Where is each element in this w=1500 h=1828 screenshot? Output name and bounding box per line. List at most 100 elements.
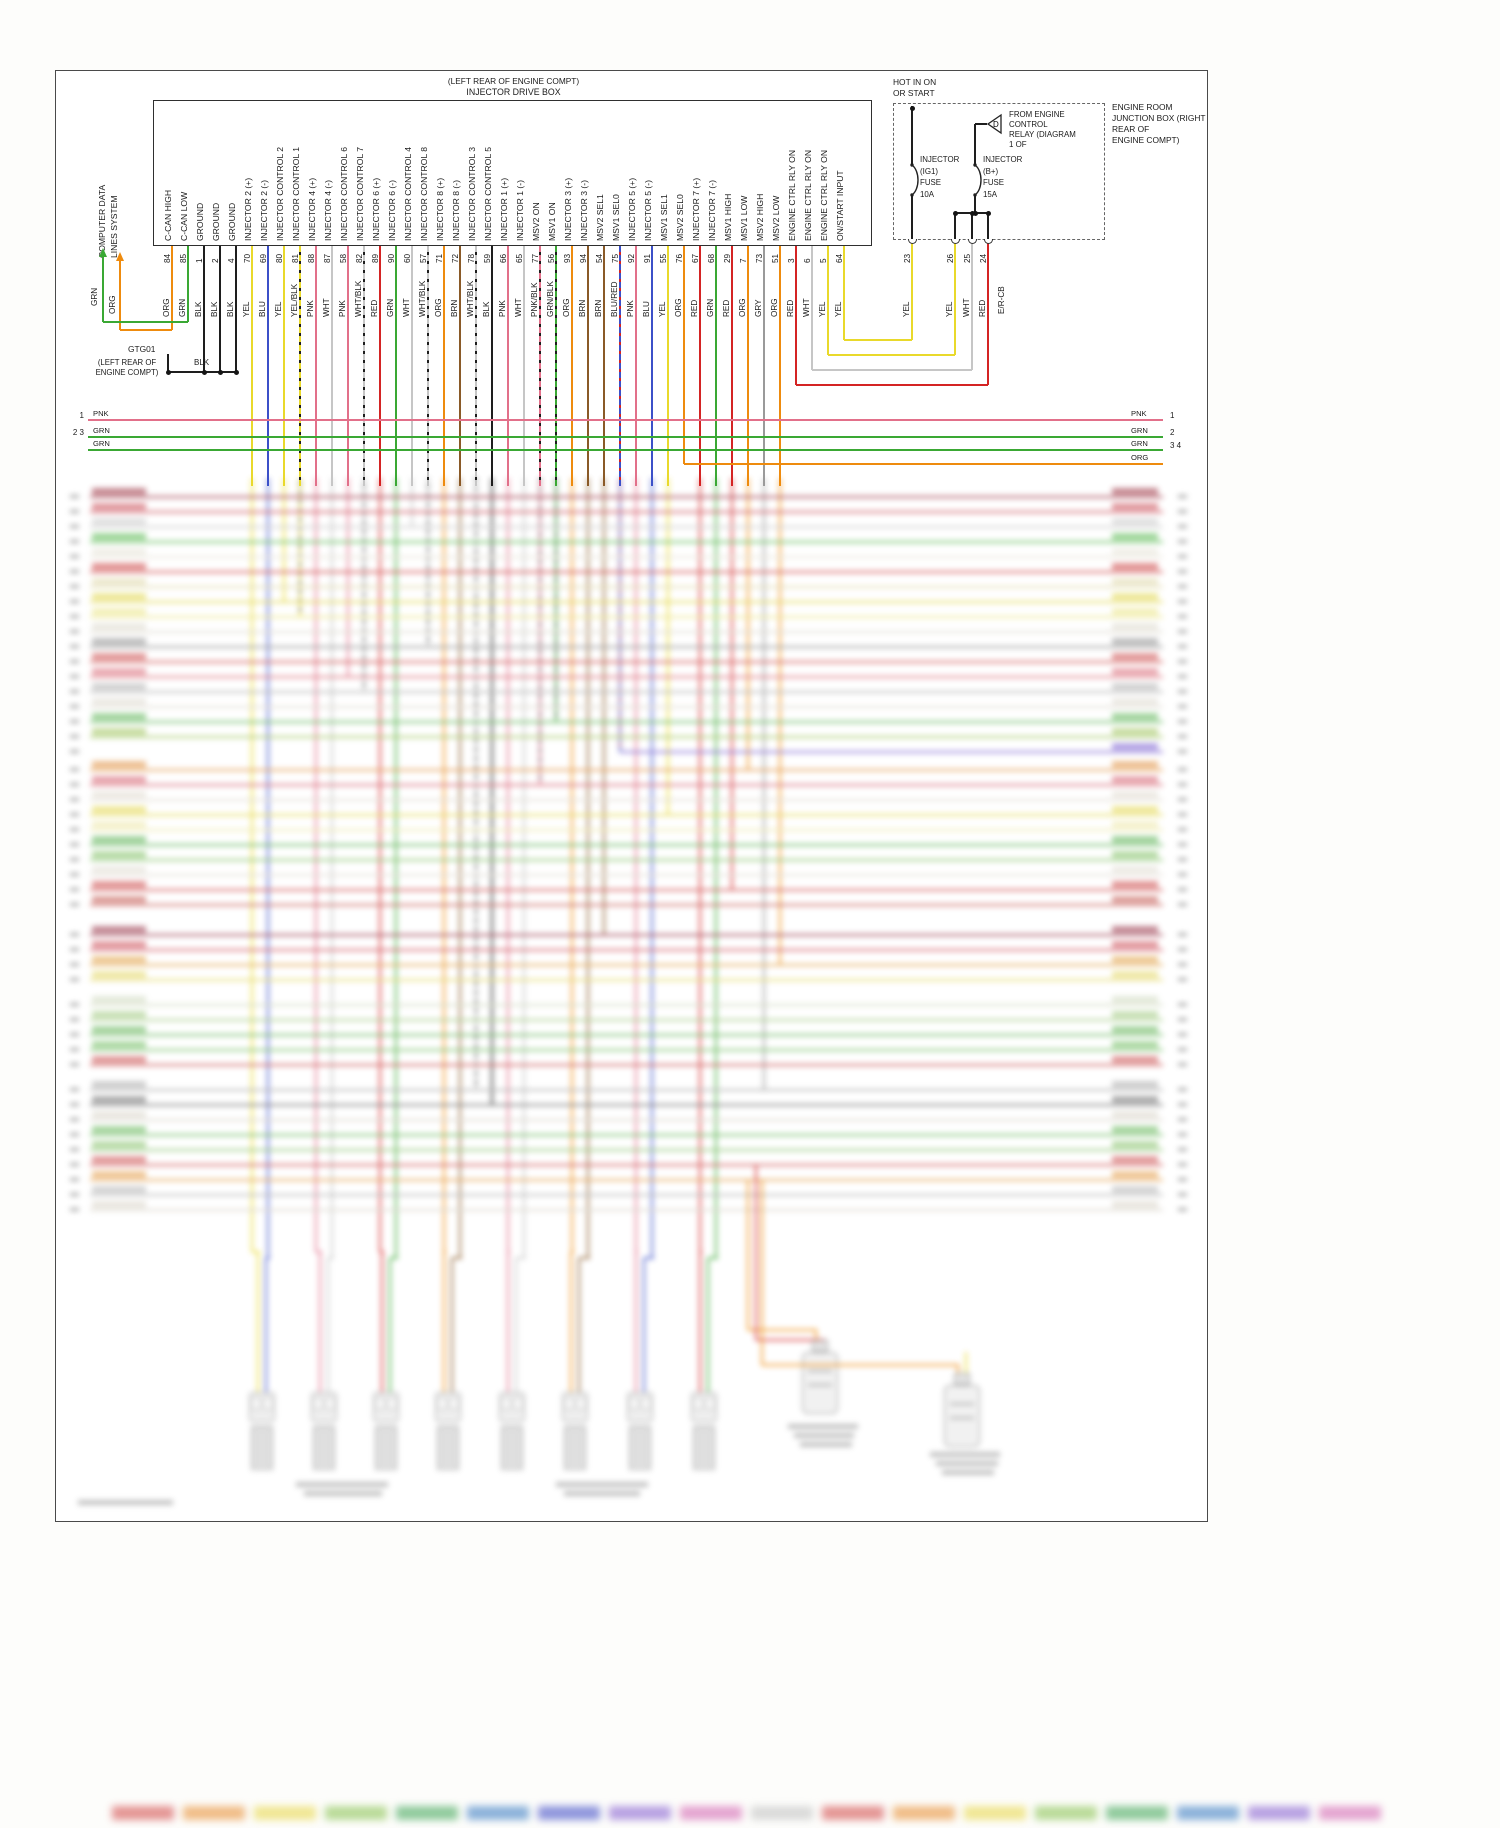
wire-horizontal xyxy=(708,1257,718,1259)
power-wire-color-label: YEL xyxy=(902,301,911,317)
wire-vertical xyxy=(974,195,976,213)
edge-tick xyxy=(70,1148,79,1151)
blurred-caption xyxy=(800,1442,852,1447)
blurred-wire xyxy=(90,1179,1163,1181)
wire-vertical xyxy=(965,1352,967,1373)
wire-vertical xyxy=(747,1180,749,1330)
color-strip-segment xyxy=(1319,1806,1381,1820)
blurred-wire xyxy=(90,511,1163,513)
edge-tick xyxy=(1178,813,1187,816)
power-pin-number: 26 xyxy=(946,253,955,263)
edge-tick xyxy=(1178,645,1187,648)
edge-tick xyxy=(70,750,79,753)
edge-tick xyxy=(70,1163,79,1166)
wire-vertical xyxy=(167,354,169,372)
color-strip-segment xyxy=(538,1806,600,1820)
edge-tick xyxy=(70,675,79,678)
injector-body xyxy=(501,1426,523,1470)
blurred-wire xyxy=(90,859,1163,861)
pin-wire xyxy=(555,478,557,722)
pin-function-label: INJECTOR 7 (+) xyxy=(691,177,701,241)
blurred-left-label xyxy=(92,761,146,768)
wire-vertical xyxy=(187,246,189,322)
blurred-left-label xyxy=(92,836,146,843)
blurred-right-label xyxy=(1112,533,1158,540)
edge-tick xyxy=(70,1178,79,1181)
blurred-left-label xyxy=(92,698,146,705)
drive-box-location-note: (LEFT REAR OF ENGINE COMPT) xyxy=(447,76,580,86)
wire-vertical xyxy=(954,240,956,355)
pin-wire xyxy=(443,246,445,486)
blurred-left-label xyxy=(92,713,146,720)
blurred-left-label xyxy=(92,1141,146,1148)
sensor-line xyxy=(950,1403,974,1405)
blurred-left-label xyxy=(92,1026,146,1033)
pin-wire xyxy=(619,246,621,486)
blurred-wire xyxy=(90,1134,1163,1136)
edge-tick xyxy=(1178,1088,1187,1091)
pin-wire xyxy=(283,246,285,486)
blurred-right-label xyxy=(1112,1081,1158,1088)
wire-vertical xyxy=(911,195,913,240)
wire-vertical xyxy=(971,240,973,370)
blurred-right-label xyxy=(1112,791,1158,798)
edge-tick xyxy=(1178,600,1187,603)
fuse-b-plus-label: INJECTOR (B+) FUSE 15A xyxy=(983,155,1023,199)
pin-function-label: C-CAN HIGH xyxy=(163,189,173,241)
edge-tick xyxy=(1178,1033,1187,1036)
pin-wire xyxy=(427,246,429,486)
blurred-right-label xyxy=(1112,563,1158,570)
pin-wire xyxy=(283,478,285,602)
edge-tick xyxy=(70,858,79,861)
blurred-right-label xyxy=(1112,698,1158,705)
blurred-wire xyxy=(620,751,1163,753)
edge-tick xyxy=(70,768,79,771)
wire-vertical xyxy=(119,261,121,330)
wire-vertical xyxy=(707,1258,709,1392)
bus-wire xyxy=(88,436,1163,438)
wire-horizontal xyxy=(120,329,172,331)
edge-tick xyxy=(70,555,79,558)
bus-wire xyxy=(88,419,1163,421)
pin-wire xyxy=(251,478,253,1252)
wire-horizontal xyxy=(516,1257,526,1259)
blurred-left-label xyxy=(92,488,146,495)
blurred-caption xyxy=(296,1482,388,1487)
pin-wire xyxy=(603,246,605,486)
edge-tick xyxy=(1178,675,1187,678)
blurred-left-label xyxy=(92,668,146,675)
injector-connector-slot xyxy=(264,1397,272,1410)
blurred-right-label xyxy=(1112,851,1158,858)
injector-connector-slot xyxy=(577,1397,585,1410)
wire-vertical xyxy=(795,246,797,385)
pin-wire xyxy=(571,478,573,1252)
pin-wire xyxy=(587,246,589,486)
blurred-wire xyxy=(90,1209,1163,1211)
blurred-wire xyxy=(90,496,1163,498)
edge-tick xyxy=(70,1048,79,1051)
wire-vertical xyxy=(203,246,205,372)
injector-connector-slot xyxy=(252,1397,260,1410)
blurred-wire xyxy=(90,556,1163,558)
edge-tick xyxy=(70,783,79,786)
edge-tick xyxy=(1178,828,1187,831)
pin-function-label: INJECTOR 4 (-) xyxy=(323,180,333,241)
blurred-left-label xyxy=(92,608,146,615)
wire-horizontal xyxy=(103,321,188,323)
edge-tick xyxy=(70,735,79,738)
blurred-left-label xyxy=(92,638,146,645)
blurred-wire xyxy=(90,1004,1163,1006)
pin-wire xyxy=(555,246,557,486)
edge-tick xyxy=(70,705,79,708)
can-org-color-label: ORG xyxy=(108,295,117,314)
pin-function-label: INJECTOR CONTROL 8 xyxy=(419,146,429,241)
fuse-b-plus-icon xyxy=(973,163,982,197)
blurred-right-label xyxy=(1112,548,1158,555)
edge-tick xyxy=(70,1133,79,1136)
junction-dot xyxy=(166,370,171,375)
power-source-header: HOT IN ON OR START xyxy=(893,77,937,98)
blurred-wire xyxy=(90,799,1163,801)
pin-wire xyxy=(491,478,493,1105)
